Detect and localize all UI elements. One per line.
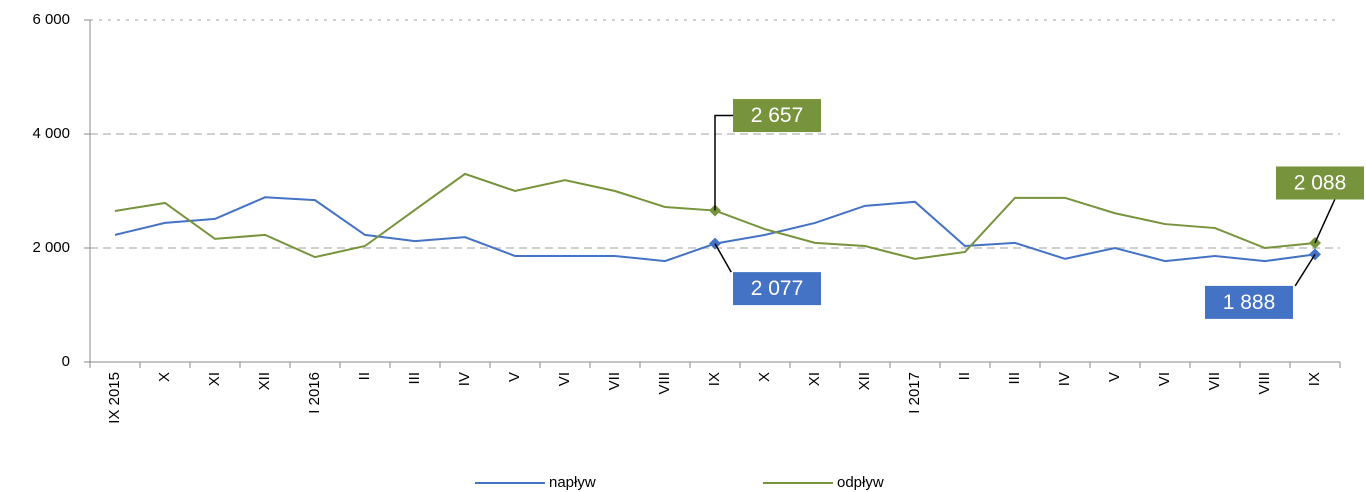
x-tick-label: IV <box>1056 372 1073 386</box>
x-tick-label: VII <box>1206 372 1223 390</box>
x-tick-label: IX <box>706 372 723 386</box>
legend-label: odpływ <box>837 474 884 491</box>
label-box <box>733 99 821 133</box>
y-tick-label: 2 000 <box>32 239 70 256</box>
x-tick-label: I 2017 <box>906 372 923 414</box>
x-tick-label: VI <box>556 372 573 386</box>
x-tick-label: III <box>1006 372 1023 385</box>
x-tick-label: II <box>956 372 973 380</box>
x-tick-label: XI <box>206 372 223 386</box>
leader-line <box>1294 253 1316 287</box>
y-tick-label: 6 000 <box>32 11 70 28</box>
x-tick-label: II <box>356 372 373 380</box>
x-tick-label: I 2016 <box>306 372 323 414</box>
x-tick-label: VIII <box>656 372 673 395</box>
label-box <box>1205 285 1293 319</box>
x-tick-label: IV <box>456 372 473 386</box>
x-tick-label: XI <box>806 372 823 386</box>
x-tick-label: VI <box>1156 372 1173 386</box>
x-tick-label: VII <box>606 372 623 390</box>
data-label: 2 657 <box>751 104 804 127</box>
x-tick-label: VIII <box>1256 372 1273 395</box>
leader-line <box>714 243 732 273</box>
x-tick-label: XII <box>856 372 873 390</box>
y-tick-label: 4 000 <box>32 125 70 142</box>
x-tick-label: IX <box>1306 372 1323 386</box>
data-label: 2 088 <box>1294 172 1347 195</box>
data-label: 2 077 <box>751 277 804 300</box>
x-tick-label: V <box>506 372 523 382</box>
leader-line <box>714 114 733 211</box>
leader-line <box>1314 199 1336 244</box>
x-tick-label: III <box>406 372 423 385</box>
data-label: 1 888 <box>1223 291 1276 314</box>
x-tick-label: XII <box>256 372 273 390</box>
x-tick-label: V <box>1106 372 1123 382</box>
y-tick-label: 0 <box>62 353 70 370</box>
x-tick-label: X <box>156 372 173 382</box>
x-tick-label: IX 2015 <box>106 372 123 424</box>
x-tick-label: X <box>756 372 773 382</box>
label-box <box>1276 166 1364 200</box>
label-box <box>733 272 821 306</box>
legend-label: napływ <box>549 474 596 491</box>
